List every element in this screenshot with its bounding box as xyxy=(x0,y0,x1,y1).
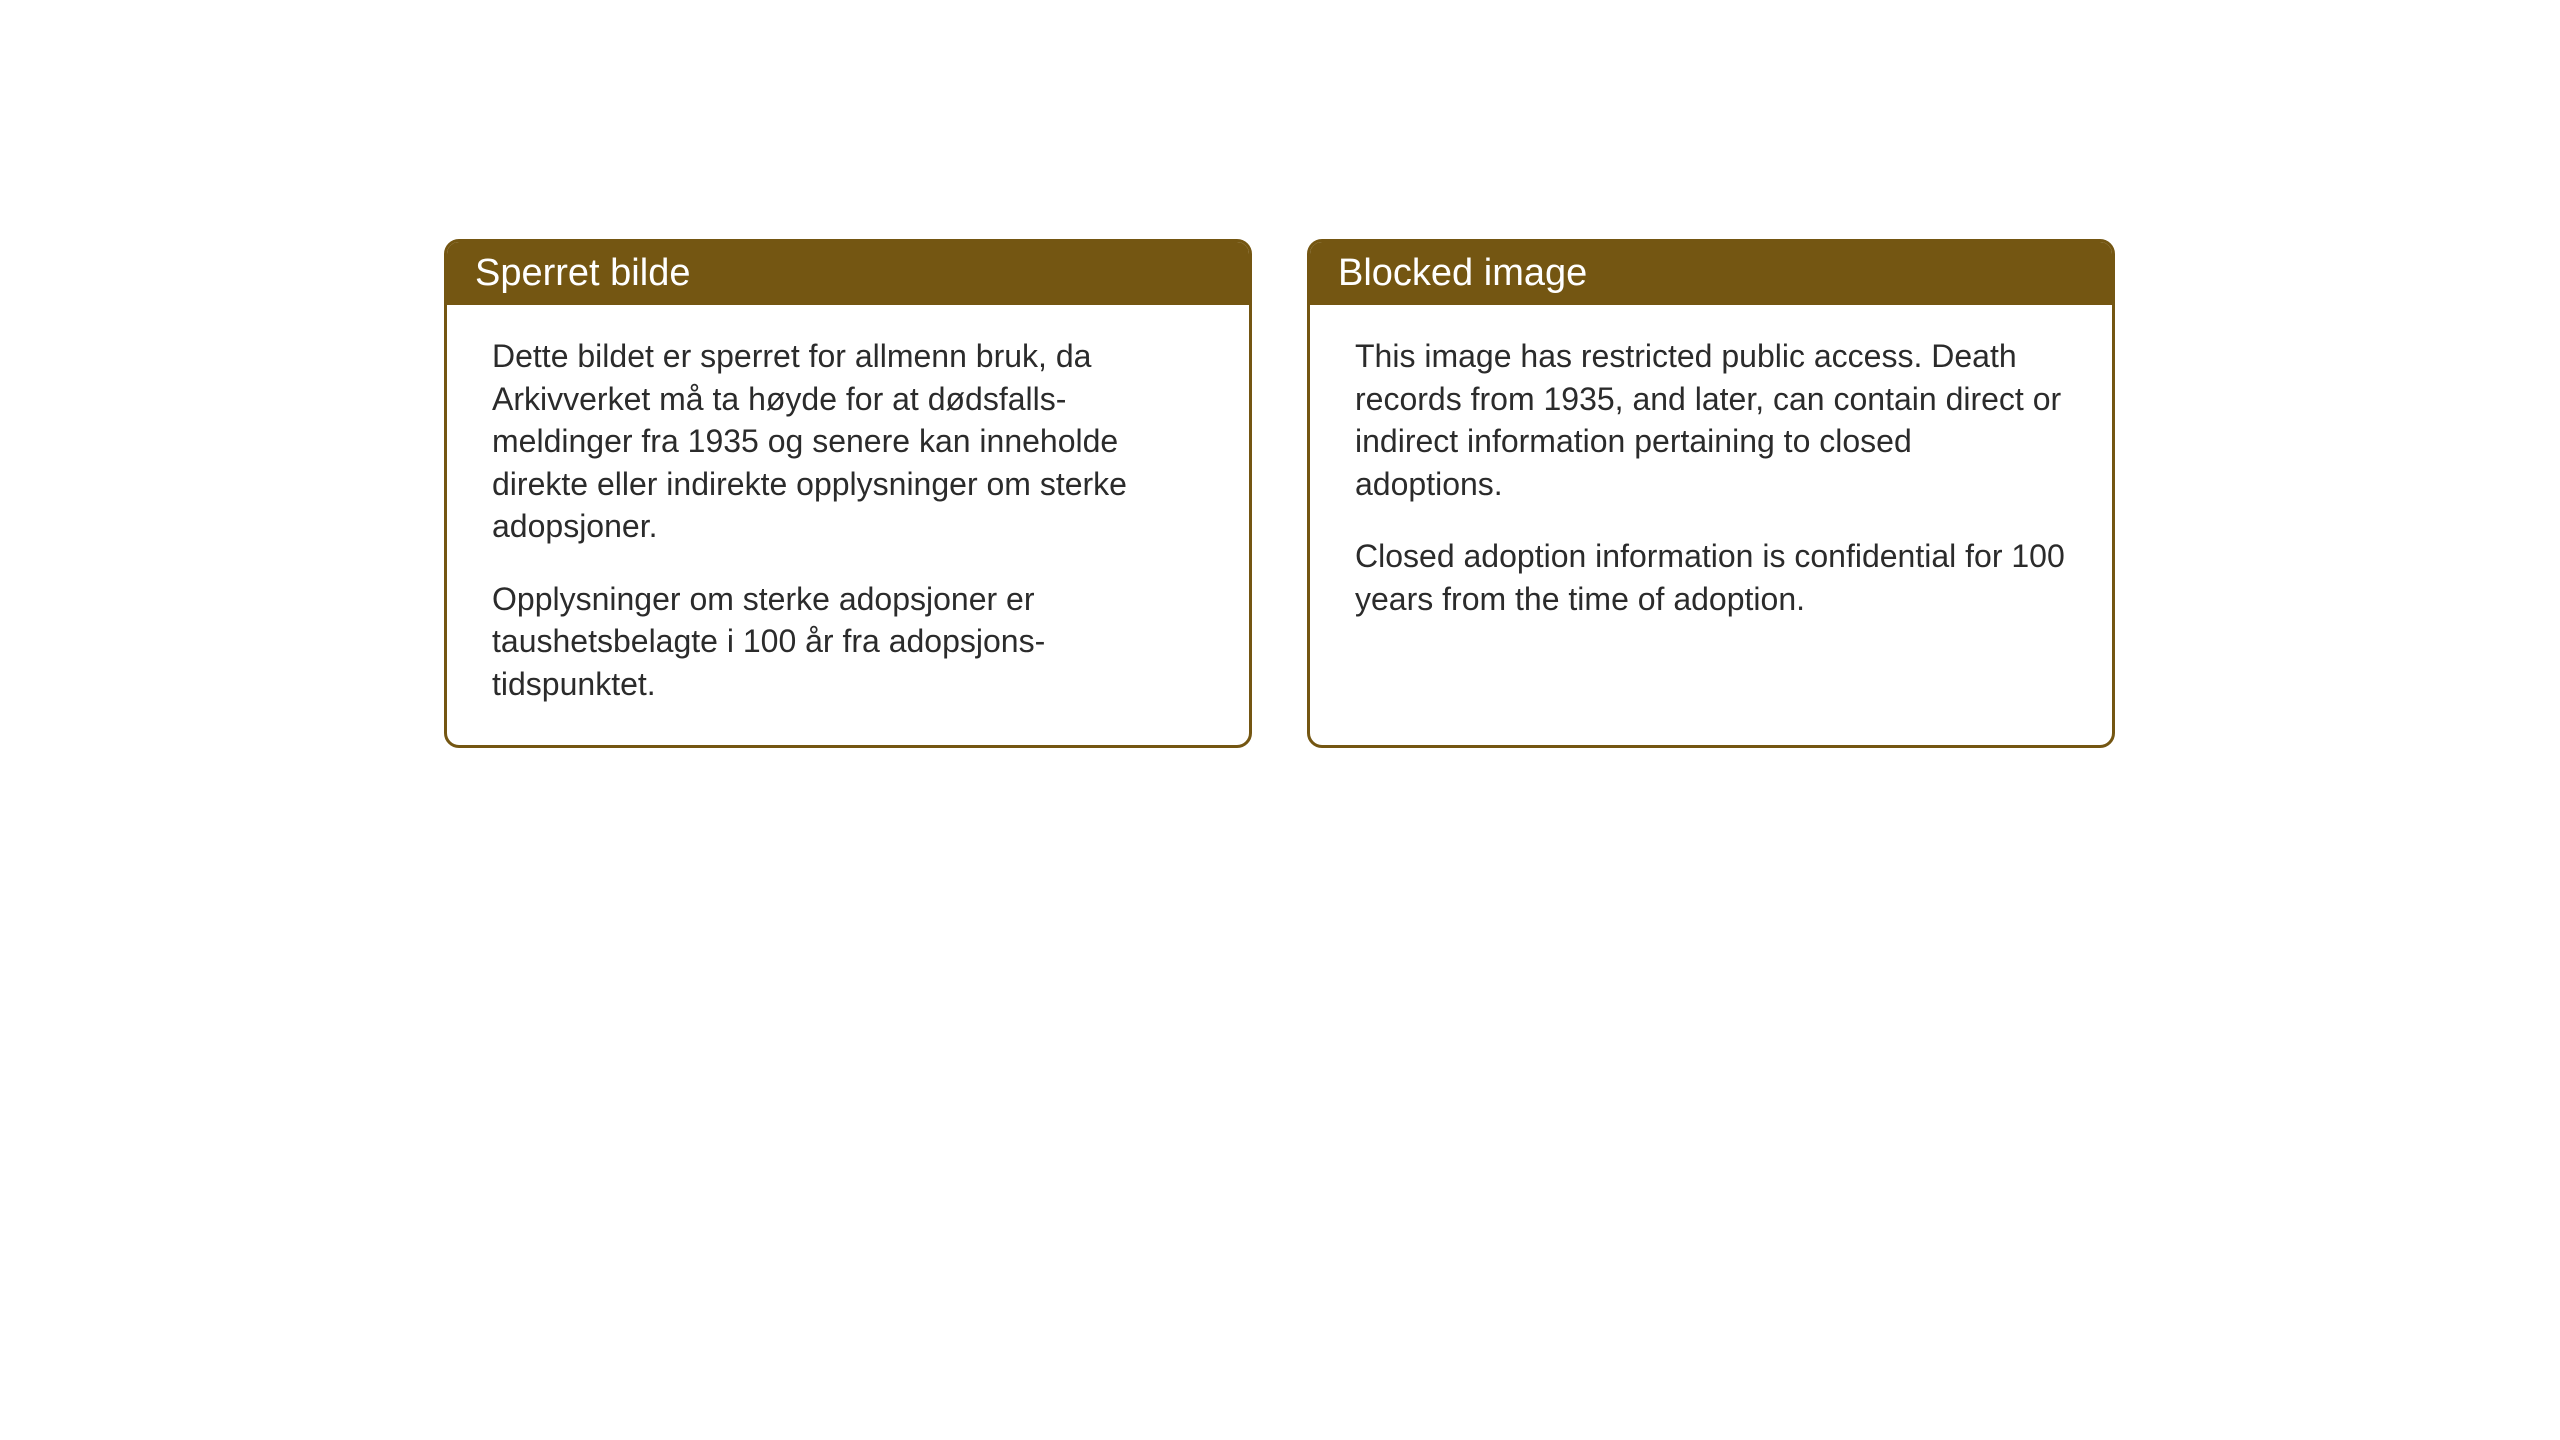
card-body-norwegian: Dette bildet er sperret for allmenn bruk… xyxy=(447,305,1249,745)
notice-cards-container: Sperret bilde Dette bildet er sperret fo… xyxy=(444,239,2115,748)
notice-card-norwegian: Sperret bilde Dette bildet er sperret fo… xyxy=(444,239,1252,748)
card-header-english: Blocked image xyxy=(1310,242,2112,305)
card-paragraph: This image has restricted public access.… xyxy=(1355,335,2067,505)
notice-card-english: Blocked image This image has restricted … xyxy=(1307,239,2115,748)
card-paragraph: Dette bildet er sperret for allmenn bruk… xyxy=(492,335,1204,548)
card-body-english: This image has restricted public access.… xyxy=(1310,305,2112,703)
card-header-norwegian: Sperret bilde xyxy=(447,242,1249,305)
card-paragraph: Closed adoption information is confident… xyxy=(1355,535,2067,620)
card-paragraph: Opplysninger om sterke adopsjoner er tau… xyxy=(492,578,1204,706)
